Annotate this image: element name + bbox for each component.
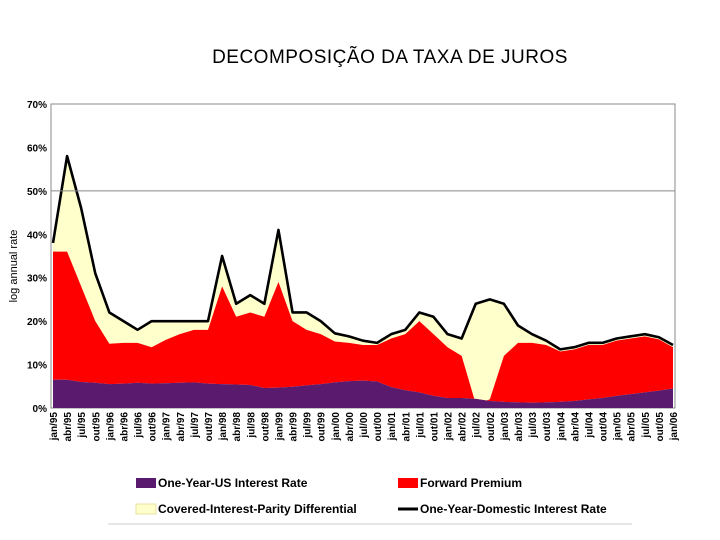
area-covered-interest-parity-differential <box>53 156 673 404</box>
x-tick-label: jan/06 <box>669 412 680 442</box>
x-tick-label: out/03 <box>542 412 553 442</box>
x-tick-label: abr/99 <box>289 412 300 442</box>
y-axis-label: log annual rate <box>8 230 20 303</box>
x-tick-label: abr/03 <box>514 412 525 442</box>
x-tick-label: abr/98 <box>232 412 243 442</box>
y-tick-label: 10% <box>27 361 47 372</box>
x-tick-label: abr/05 <box>627 412 638 442</box>
y-tick-label: 60% <box>27 143 47 154</box>
line-one-year-domestic-interest-rate <box>51 154 674 351</box>
x-tick-label: abr/04 <box>570 412 581 442</box>
x-tick-label: out/01 <box>429 412 440 442</box>
x-tick-label: out/02 <box>486 412 497 442</box>
x-tick-label: jul/02 <box>472 412 483 439</box>
x-tick-label: abr/97 <box>176 412 187 442</box>
x-tick-label: out/95 <box>91 412 102 442</box>
x-tick-label: out/99 <box>317 412 328 442</box>
x-tick-label: jan/05 <box>613 412 624 442</box>
y-tick-label: 40% <box>27 230 47 241</box>
x-tick-label: jul/05 <box>641 412 652 439</box>
legend-label: One-Year-Domestic Interest Rate <box>420 502 607 516</box>
x-tick-label: jan/02 <box>444 412 455 442</box>
x-tick-label: jan/99 <box>274 412 285 442</box>
x-tick-label: jul/03 <box>528 412 539 439</box>
y-tick-label: 70% <box>27 100 47 111</box>
legend-item-us-rate: One-Year-US Interest Rate <box>136 476 308 490</box>
x-tick-label: jul/00 <box>359 412 370 439</box>
x-tick-label: jul/97 <box>190 412 201 439</box>
x-tick-label: jan/96 <box>105 412 116 442</box>
x-tick-label: jul/01 <box>415 412 426 439</box>
y-tick-label: 50% <box>27 187 47 198</box>
legend-item-forward-premium: Forward Premium <box>398 476 522 490</box>
y-tick-label: 0% <box>33 404 48 415</box>
x-tick-label: jan/03 <box>500 412 511 442</box>
x-tick-label: jul/96 <box>134 412 145 439</box>
chart-title: DECOMPOSIÇÃO DA TAXA DE JUROS <box>212 47 568 68</box>
x-tick-label: jul/98 <box>246 412 257 439</box>
x-tick-label: abr/95 <box>63 412 74 442</box>
y-tick-label: 30% <box>27 274 47 285</box>
x-axis: jan/95 abr/95 jul/95 out/95 jan/96 abr/96 jul/… <box>49 412 680 442</box>
x-tick-label: abr/01 <box>401 412 412 442</box>
legend-label: Covered-Interest-Parity Differential <box>158 502 357 516</box>
legend-label: One-Year-US Interest Rate <box>158 476 308 490</box>
x-tick-label: out/04 <box>599 412 610 442</box>
x-tick-label: jan/97 <box>162 412 173 442</box>
x-tick-label: abr/96 <box>119 412 130 442</box>
legend: One-Year-US Interest Rate Forward Premium… <box>135 476 607 516</box>
x-tick-label: out/00 <box>373 412 384 442</box>
area-one-year-us-interest-rate <box>53 379 673 408</box>
x-tick-label: jan/98 <box>218 412 229 442</box>
x-tick-label: abr/00 <box>345 412 356 442</box>
x-tick-label: jul/99 <box>303 412 314 439</box>
area-forward-premium <box>53 251 673 404</box>
x-tick-label: out/96 <box>148 412 159 442</box>
x-tick-label: jan/95 <box>49 412 60 442</box>
x-tick-label: jan/01 <box>387 412 398 442</box>
x-tick-label: jul/95 <box>77 412 88 439</box>
legend-swatch <box>135 503 157 515</box>
legend-swatch <box>136 478 156 488</box>
x-tick-label: out/98 <box>260 412 271 442</box>
x-tick-label: out/05 <box>655 412 666 442</box>
y-axis: 0% 10% 20% 30% 40% 50% 60% 70% <box>27 100 47 415</box>
area-layers <box>51 154 674 408</box>
x-tick-label: out/97 <box>204 412 215 442</box>
x-tick-label: jan/04 <box>556 412 567 442</box>
legend-swatch <box>398 478 418 488</box>
legend-item-cip-differential: Covered-Interest-Parity Differential <box>135 502 357 516</box>
x-tick-label: jan/00 <box>331 412 342 442</box>
y-tick-label: 20% <box>27 317 47 328</box>
x-tick-label: abr/02 <box>458 412 469 442</box>
x-tick-label: jul/04 <box>584 412 595 439</box>
legend-item-domestic-rate: One-Year-Domestic Interest Rate <box>398 502 607 516</box>
legend-label: Forward Premium <box>420 476 522 490</box>
